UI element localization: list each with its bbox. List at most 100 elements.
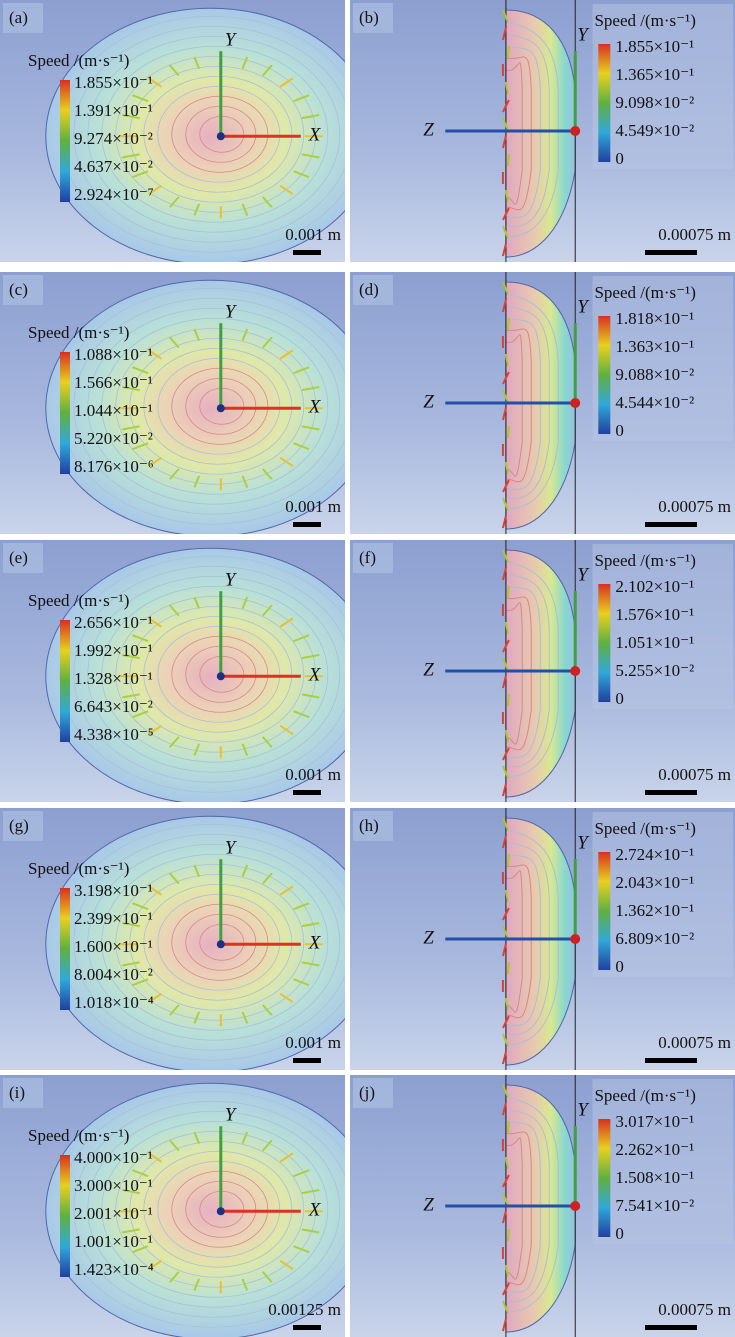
origin (570, 398, 580, 408)
color-bar (60, 80, 70, 202)
legend-tick-label: 1.363×10⁻¹ (615, 337, 694, 356)
origin (570, 126, 580, 136)
legend-tick-label: 2.724×10⁻¹ (615, 845, 694, 864)
panel-label: (e) (9, 548, 28, 567)
legend-tick-label: 2.001×10⁻¹ (74, 1204, 153, 1223)
axis-label: Z (423, 1194, 434, 1215)
legend-title: Speed /(m·s⁻¹) (594, 551, 695, 570)
panel: YXSpeed /(m·s⁻¹)1.855×10⁻¹1.391×10⁻¹9.27… (0, 0, 345, 262)
scale-bar (293, 522, 321, 527)
legend-tick-label: 0 (615, 689, 624, 708)
scale-bar-label: 0.00075 m (658, 765, 731, 784)
legend-tick-label: 2.399×10⁻¹ (74, 909, 153, 928)
legend-tick-label: 1.001×10⁻¹ (74, 1232, 153, 1251)
panel-label: (b) (359, 8, 379, 27)
color-bar (598, 1119, 610, 1237)
velocity-arrow (508, 694, 509, 706)
color-bar (598, 584, 610, 702)
legend-tick-label: 8.176×10⁻⁶ (74, 457, 154, 476)
legend-tick-label: 4.637×10⁻² (74, 157, 153, 176)
color-bar (598, 316, 610, 434)
axis-label: Z (423, 119, 434, 140)
origin (570, 934, 580, 944)
axis-label: X (308, 1200, 322, 1221)
panel: YZSpeed /(m·s⁻¹)3.017×10⁻¹2.262×10⁻¹1.50… (350, 1075, 735, 1337)
velocity-arrow (508, 46, 509, 58)
panel-label: (f) (359, 548, 376, 567)
scale-bar (645, 1058, 697, 1063)
scale-bar-label: 0.001 m (285, 225, 341, 244)
panel-label: (j) (359, 1083, 375, 1102)
color-bar (60, 1155, 70, 1277)
figure: YXSpeed /(m·s⁻¹)1.855×10⁻¹1.391×10⁻¹9.27… (0, 0, 735, 1337)
scale-bar-label: 0.001 m (285, 1033, 341, 1052)
axis-label: X (308, 397, 322, 418)
legend-title: Speed /(m·s⁻¹) (594, 1086, 695, 1105)
legend-title: Speed /(m·s⁻¹) (28, 1126, 129, 1145)
scale-bar-label: 0.00125 m (268, 1300, 341, 1319)
legend-tick-label: 1.508×10⁻¹ (615, 1168, 694, 1187)
scale-bar-label: 0.001 m (285, 497, 341, 516)
legend-tick-label: 3.017×10⁻¹ (615, 1112, 694, 1131)
legend-tick-label: 8.004×10⁻² (74, 965, 153, 984)
legend-title: Speed /(m·s⁻¹) (28, 51, 129, 70)
velocity-arrow (508, 154, 509, 166)
legend-tick-label: 1.423×10⁻⁴ (74, 1260, 154, 1279)
legend-title: Speed /(m·s⁻¹) (28, 591, 129, 610)
axis-label: Z (423, 391, 434, 412)
scale-bar-label: 0.001 m (285, 765, 341, 784)
velocity-arrow (508, 854, 509, 866)
legend-tick-label: 2.043×10⁻¹ (615, 873, 694, 892)
color-bar (60, 620, 70, 742)
legend-tick-label: 2.262×10⁻¹ (615, 1140, 694, 1159)
legend-tick-label: 7.541×10⁻² (615, 1196, 694, 1215)
legend-tick-label: 1.088×10⁻¹ (74, 345, 153, 364)
legend-tick-label: 1.365×10⁻¹ (615, 65, 694, 84)
legend-tick-label: 3.198×10⁻¹ (74, 881, 153, 900)
scale-bar-label: 0.00075 m (658, 497, 731, 516)
scale-bar-label: 0.00075 m (658, 1300, 731, 1319)
legend-title: Speed /(m·s⁻¹) (594, 819, 695, 838)
legend-tick-label: 1.576×10⁻¹ (615, 605, 694, 624)
legend-tick-label: 1.018×10⁻⁴ (74, 993, 154, 1012)
legend-tick-label: 1.328×10⁻¹ (74, 669, 153, 688)
legend-tick-label: 5.220×10⁻² (74, 429, 153, 448)
velocity-arrow (508, 1229, 509, 1241)
legend-tick-label: 3.000×10⁻¹ (74, 1176, 153, 1195)
legend-tick-label: 2.102×10⁻¹ (615, 577, 694, 596)
legend-tick-label: 2.656×10⁻¹ (74, 613, 153, 632)
origin (217, 132, 225, 140)
legend-tick-label: 1.044×10⁻¹ (74, 401, 153, 420)
legend-tick-label: 1.992×10⁻¹ (74, 641, 153, 660)
legend-tick-label: 4.000×10⁻¹ (74, 1148, 153, 1167)
color-bar (60, 888, 70, 1010)
legend-title: Speed /(m·s⁻¹) (594, 11, 695, 30)
origin (570, 666, 580, 676)
axis-label: X (308, 125, 322, 146)
panel-label: (c) (9, 280, 28, 299)
color-bar (598, 852, 610, 970)
scale-bar-label: 0.00075 m (658, 225, 731, 244)
panel: YXSpeed /(m·s⁻¹)4.000×10⁻¹3.000×10⁻¹2.00… (0, 1075, 345, 1337)
legend-tick-label: 0 (615, 149, 624, 168)
legend-tick-label: 0 (615, 1224, 624, 1243)
legend-tick-label: 1.855×10⁻¹ (615, 37, 694, 56)
panel: YZSpeed /(m·s⁻¹)2.724×10⁻¹2.043×10⁻¹1.36… (350, 808, 735, 1070)
panel-label: (a) (9, 8, 28, 27)
legend-tick-label: 9.098×10⁻² (615, 93, 694, 112)
legend-tick-label: 0 (615, 957, 624, 976)
legend-tick-label: 4.549×10⁻² (615, 121, 694, 140)
legend-title: Speed /(m·s⁻¹) (28, 859, 129, 878)
axis-label: Z (423, 659, 434, 680)
legend-tick-label: 1.855×10⁻¹ (74, 73, 153, 92)
axis-label: X (308, 665, 322, 686)
color-bar (60, 352, 70, 474)
legend-tick-label: 5.255×10⁻² (615, 661, 694, 680)
legend-tick-label: 1.391×10⁻¹ (74, 101, 153, 120)
panel-label: (d) (359, 280, 379, 299)
velocity-arrow (508, 318, 509, 330)
panel-label: (h) (359, 816, 379, 835)
axis-label: X (308, 933, 322, 954)
legend-tick-label: 4.338×10⁻⁵ (74, 725, 154, 744)
